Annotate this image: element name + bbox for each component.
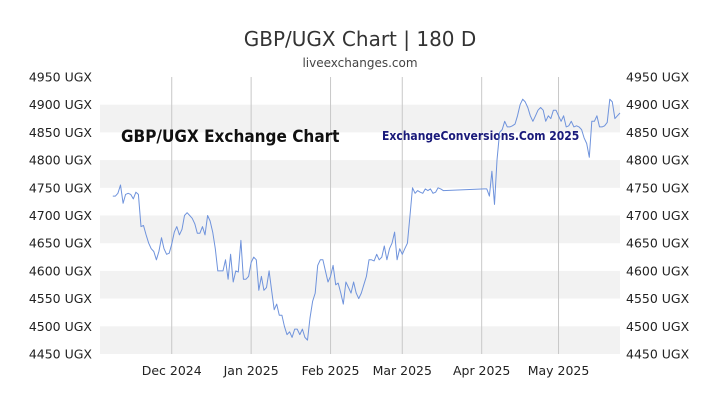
y-tick-label-left: 4750 UGX xyxy=(29,180,93,195)
x-tick-label: Apr 2025 xyxy=(453,363,510,378)
chart-subtitle: liveexchanges.com xyxy=(302,56,417,70)
y-tick-label-left: 4600 UGX xyxy=(29,263,93,278)
vertical-gridlines xyxy=(171,77,560,354)
y-tick-label-left: 4800 UGX xyxy=(29,153,93,168)
y-tick-label-right: 4900 UGX xyxy=(626,97,690,112)
y-axis-right: 4950 UGX 4900 UGX 4850 UGX 4800 UGX 4750 UGX… xyxy=(626,70,690,362)
background-bands xyxy=(100,104,620,354)
watermark-left: GBP/UGX Exchange Chart xyxy=(121,127,340,147)
y-tick-label-right: 4800 UGX xyxy=(626,153,690,168)
grid-band xyxy=(100,160,620,188)
y-tick-label-left: 4700 UGX xyxy=(29,208,93,223)
grid-band xyxy=(100,104,620,133)
y-tick-label-left: 4500 UGX xyxy=(29,319,93,334)
y-tick-label-right: 4650 UGX xyxy=(626,236,690,251)
chart-title: GBP/UGX Chart | 180 D xyxy=(244,27,477,51)
y-tick-label-left: 4850 UGX xyxy=(29,125,93,140)
x-tick-label: Mar 2025 xyxy=(373,363,432,378)
y-tick-label-left: 4900 UGX xyxy=(29,97,93,112)
y-tick-label-left: 4550 UGX xyxy=(29,291,93,306)
y-tick-label-right: 4750 UGX xyxy=(626,180,690,195)
y-tick-label-left: 4950 UGX xyxy=(29,70,93,85)
y-tick-label-right: 4950 UGX xyxy=(626,70,690,85)
y-tick-label-left: 4450 UGX xyxy=(29,347,93,362)
y-tick-label-right: 4600 UGX xyxy=(626,263,690,278)
series-layer xyxy=(112,98,621,341)
y-tick-label-right: 4500 UGX xyxy=(626,319,690,334)
x-axis: Dec 2024 Jan 2025 Feb 2025 Mar 2025 Apr 2025… xyxy=(142,363,590,378)
grid-band xyxy=(100,270,620,299)
x-tick-label: Feb 2025 xyxy=(302,363,360,378)
x-tick-label: Jan 2025 xyxy=(223,363,279,378)
y-tick-label-right: 4450 UGX xyxy=(626,347,690,362)
y-tick-label-right: 4550 UGX xyxy=(626,291,690,306)
x-tick-label: Dec 2024 xyxy=(142,363,202,378)
x-tick-label: May 2025 xyxy=(528,363,590,378)
series-line xyxy=(112,98,621,341)
grid-band xyxy=(100,326,620,354)
grid-band xyxy=(100,215,620,244)
y-tick-label-left: 4650 UGX xyxy=(29,236,93,251)
y-tick-label-right: 4850 UGX xyxy=(626,125,690,140)
y-axis-left: 4950 UGX 4900 UGX 4850 UGX 4800 UGX 4750 UGX… xyxy=(29,70,93,362)
watermark-right: ExchangeConversions.Com 2025 xyxy=(382,129,579,143)
y-tick-label-right: 4700 UGX xyxy=(626,208,690,223)
